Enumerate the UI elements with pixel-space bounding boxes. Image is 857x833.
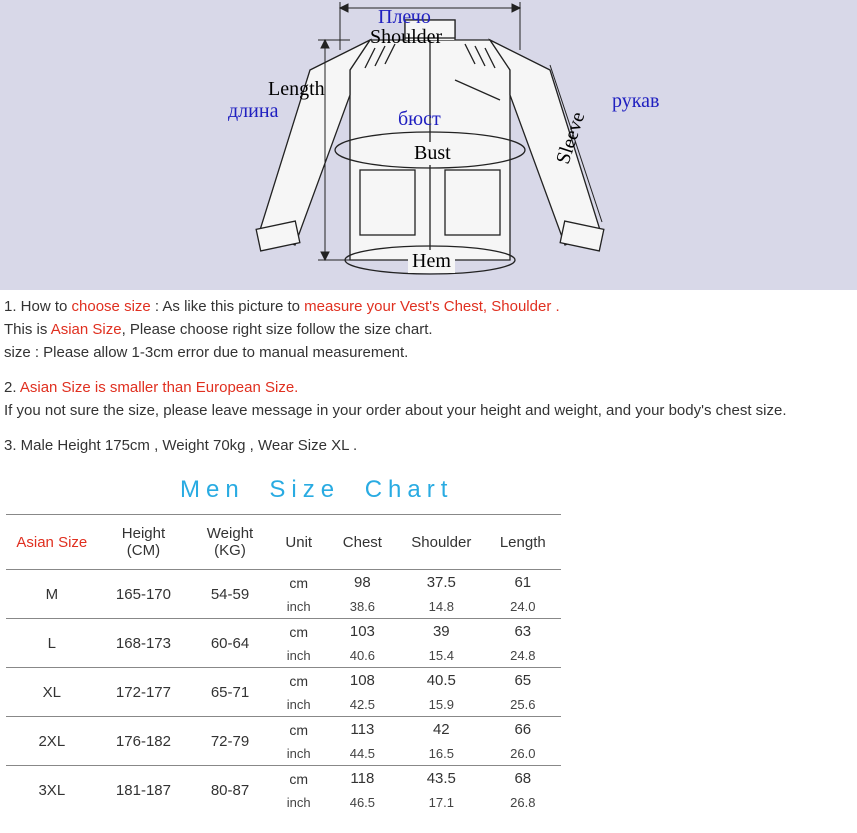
cell-shoulder-cm: 39	[398, 619, 485, 645]
note-1: 1. How to choose size : As like this pic…	[4, 296, 853, 317]
table-row: 3XL181-18780-87cm11843.568	[6, 766, 561, 792]
label-length-ru: длина	[228, 100, 278, 123]
th-height: Height (CM)	[98, 515, 190, 570]
cell-height: 181-187	[98, 766, 190, 815]
cell-unit-inch: inch	[271, 791, 327, 814]
cell-height: 168-173	[98, 619, 190, 668]
table-row: 2XL176-18272-79cm1134266	[6, 717, 561, 743]
measurement-diagram: Плечо Shoulder Length длина бюст Bust Sl…	[0, 0, 857, 290]
table-row: XL172-17765-71cm10840.565	[6, 668, 561, 694]
cell-unit-inch: inch	[271, 693, 327, 717]
th-length: Length	[485, 515, 561, 570]
header-row: Asian Size Height (CM) Weight (KG) Unit …	[6, 515, 561, 570]
cell-shoulder-inch: 15.9	[398, 693, 485, 717]
size-chart-table: Asian Size Height (CM) Weight (KG) Unit …	[6, 514, 561, 814]
cell-unit-cm: cm	[271, 570, 327, 596]
cell-unit-cm: cm	[271, 668, 327, 694]
cell-unit-cm: cm	[271, 766, 327, 792]
cell-shoulder-inch: 15.4	[398, 644, 485, 668]
th-asian-size: Asian Size	[6, 515, 98, 570]
cell-size: 3XL	[6, 766, 98, 815]
cell-weight: 72-79	[189, 717, 270, 766]
cell-chest-cm: 103	[327, 619, 398, 645]
cell-length-cm: 61	[485, 570, 561, 596]
th-weight: Weight (KG)	[189, 515, 270, 570]
cell-shoulder-inch: 17.1	[398, 791, 485, 814]
cell-chest-inch: 44.5	[327, 742, 398, 766]
cell-chest-inch: 46.5	[327, 791, 398, 814]
cell-height: 165-170	[98, 570, 190, 619]
label-shoulder-en: Shoulder	[370, 26, 442, 49]
cell-size: XL	[6, 668, 98, 717]
cell-height: 176-182	[98, 717, 190, 766]
table-row: M165-17054-59cm9837.561	[6, 570, 561, 596]
cell-length-cm: 65	[485, 668, 561, 694]
cell-chest-cm: 108	[327, 668, 398, 694]
cell-length-inch: 26.8	[485, 791, 561, 814]
cell-shoulder-inch: 14.8	[398, 595, 485, 619]
label-length-en: Length	[268, 78, 325, 101]
cell-chest-cm: 118	[327, 766, 398, 792]
cell-height: 172-177	[98, 668, 190, 717]
cell-length-inch: 24.8	[485, 644, 561, 668]
cell-length-cm: 63	[485, 619, 561, 645]
th-chest: Chest	[327, 515, 398, 570]
note-5: If you not sure the size, please leave m…	[4, 400, 853, 421]
label-sleeve-ru: рукав	[612, 90, 659, 113]
note-6: 3. Male Height 175cm , Weight 70kg , Wea…	[4, 435, 853, 456]
chart-title: Men Size Chart	[0, 468, 857, 514]
cell-shoulder-cm: 37.5	[398, 570, 485, 596]
cell-length-inch: 25.6	[485, 693, 561, 717]
cell-length-cm: 68	[485, 766, 561, 792]
th-shoulder: Shoulder	[398, 515, 485, 570]
cell-chest-cm: 113	[327, 717, 398, 743]
cell-length-cm: 66	[485, 717, 561, 743]
cell-weight: 54-59	[189, 570, 270, 619]
cell-shoulder-cm: 42	[398, 717, 485, 743]
label-hem-en: Hem	[408, 250, 455, 273]
cell-shoulder-inch: 16.5	[398, 742, 485, 766]
note-4: 2. Asian Size is smaller than European S…	[4, 377, 853, 398]
cell-unit-inch: inch	[271, 644, 327, 668]
cell-weight: 80-87	[189, 766, 270, 815]
sizing-notes: 1. How to choose size : As like this pic…	[0, 290, 857, 468]
cell-size: L	[6, 619, 98, 668]
cell-length-inch: 26.0	[485, 742, 561, 766]
cell-shoulder-cm: 43.5	[398, 766, 485, 792]
cell-length-inch: 24.0	[485, 595, 561, 619]
cell-shoulder-cm: 40.5	[398, 668, 485, 694]
cell-unit-cm: cm	[271, 717, 327, 743]
cell-unit-cm: cm	[271, 619, 327, 645]
table-row: L168-17360-64cm1033963	[6, 619, 561, 645]
label-bust-ru: бюст	[398, 108, 441, 131]
note-3: size : Please allow 1-3cm error due to m…	[4, 342, 853, 363]
cell-weight: 60-64	[189, 619, 270, 668]
cell-chest-inch: 40.6	[327, 644, 398, 668]
note-2: This is Asian Size, Please choose right …	[4, 319, 853, 340]
cell-chest-cm: 98	[327, 570, 398, 596]
cell-chest-inch: 38.6	[327, 595, 398, 619]
cell-size: M	[6, 570, 98, 619]
th-unit: Unit	[271, 515, 327, 570]
cell-size: 2XL	[6, 717, 98, 766]
cell-unit-inch: inch	[271, 742, 327, 766]
label-bust-en: Bust	[410, 142, 455, 165]
cell-chest-inch: 42.5	[327, 693, 398, 717]
cell-weight: 65-71	[189, 668, 270, 717]
cell-unit-inch: inch	[271, 595, 327, 619]
